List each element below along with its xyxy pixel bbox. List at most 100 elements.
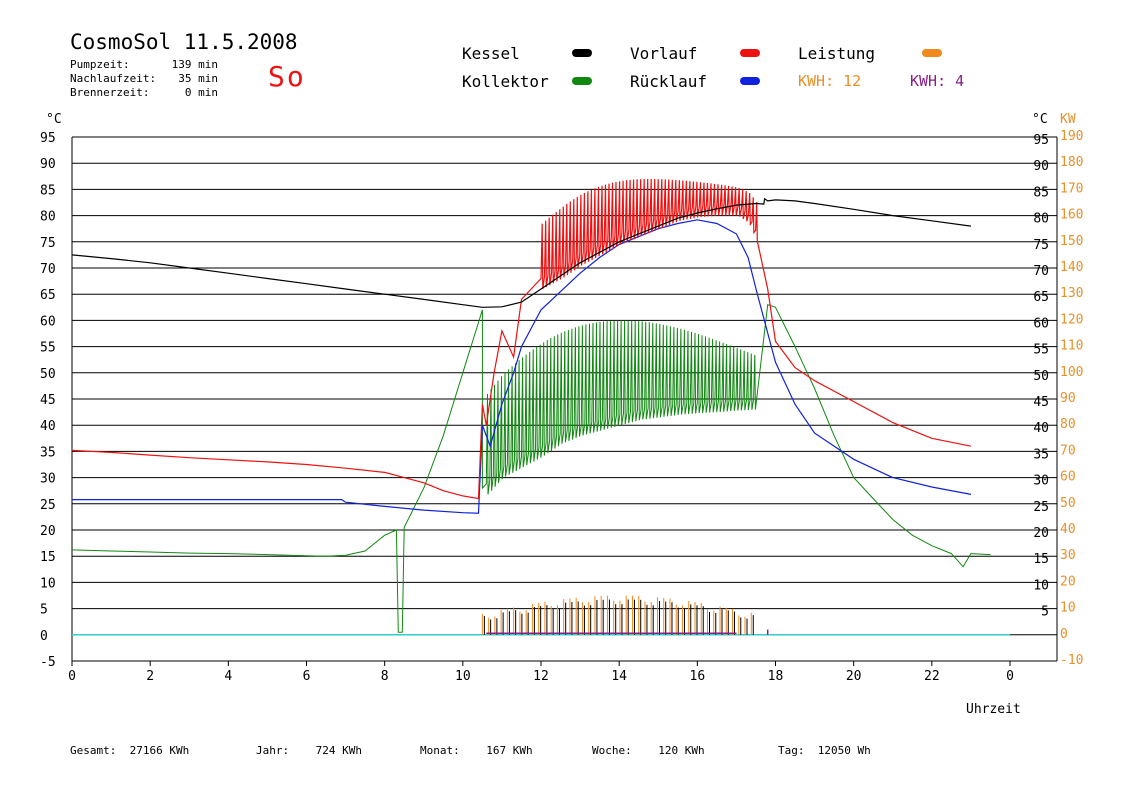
x-tick-label: 14 [611, 669, 627, 684]
y-tick-left: 10 [40, 576, 56, 591]
x-tick-label: 4 [224, 669, 232, 684]
y-tick-right-c: 45 [1033, 395, 1049, 410]
x-tick-label: 20 [846, 669, 862, 684]
series-kollektor [71, 304, 991, 633]
legend-kollektor-swatch [572, 77, 592, 85]
y-tick-right-kw: 140 [1060, 260, 1083, 275]
y-tick-right-c: 40 [1033, 421, 1049, 436]
y-tick-right-kw: -10 [1060, 653, 1083, 668]
x-tick-label: 0 [68, 669, 76, 684]
y-tick-left: 5 [40, 603, 48, 618]
y-tick-right-kw: 70 [1060, 443, 1076, 458]
footer-jahr: Jahr: 724 KWh [256, 744, 362, 757]
pumpzeit-value: 139 min [171, 58, 218, 71]
y-tick-right-c: 35 [1033, 447, 1049, 462]
y-tick-left: 75 [40, 236, 56, 251]
y-tick-left: 90 [40, 157, 56, 172]
y-tick-left: 65 [40, 288, 56, 303]
legend-kollektor-label: Kollektor [462, 72, 549, 91]
y-tick-right-c: 10 [1033, 578, 1049, 593]
legend-leistung-swatch [922, 49, 942, 57]
brennerzeit-label: Brennerzeit: [70, 86, 150, 99]
footer-monat: Monat: 167 KWh [420, 744, 533, 757]
legend-kessel-label: Kessel [462, 44, 520, 63]
right-axis-unit-kw: KW [1060, 112, 1076, 127]
legend-kessel-swatch [572, 49, 592, 57]
y-tick-right-c: 50 [1033, 369, 1049, 384]
x-axis-label: Uhrzeit [966, 702, 1021, 717]
x-tick-label: 2 [146, 669, 154, 684]
y-tick-right-kw: 190 [1060, 129, 1083, 144]
y-tick-left: 45 [40, 393, 56, 408]
y-tick-left: 50 [40, 367, 56, 382]
y-tick-right-kw: 40 [1060, 522, 1076, 537]
x-tick-label: 10 [455, 669, 471, 684]
y-tick-right-c: 65 [1033, 290, 1049, 305]
y-tick-left: 25 [40, 498, 56, 513]
legend-vorlauf-swatch [740, 49, 760, 57]
y-tick-right-kw: 50 [1060, 496, 1076, 511]
y-tick-right-c: 15 [1033, 552, 1049, 567]
pumpzeit-label: Pumpzeit: [70, 58, 130, 71]
y-tick-right-c: 85 [1033, 185, 1049, 200]
nachlaufzeit-value: 35 min [178, 72, 218, 85]
x-tick-label: 18 [768, 669, 784, 684]
footer-tag: Tag: 12050 Wh [778, 744, 871, 757]
y-tick-right-kw: 10 [1060, 601, 1076, 616]
y-tick-right-kw: 20 [1060, 574, 1076, 589]
y-tick-right-kw: 30 [1060, 548, 1076, 563]
y-tick-right-kw: 90 [1060, 391, 1076, 406]
y-tick-right-kw: 0 [1060, 627, 1068, 642]
y-tick-right-c: 20 [1033, 526, 1049, 541]
y-tick-right-c: 75 [1033, 238, 1049, 253]
y-tick-left: -5 [40, 655, 56, 670]
series-vorlauf [71, 178, 972, 500]
legend-leistung-label: Leistung [798, 44, 876, 63]
footer-woche: Woche: 120 KWh [592, 744, 705, 757]
y-tick-left: 70 [40, 262, 56, 277]
y-tick-right-c: 30 [1033, 474, 1049, 489]
y-tick-left: 80 [40, 210, 56, 225]
y-tick-right-kw: 120 [1060, 312, 1083, 327]
y-tick-right-kw: 150 [1060, 234, 1083, 249]
x-tick-label: 8 [381, 669, 389, 684]
y-tick-right-c: 70 [1033, 264, 1049, 279]
y-tick-right-kw: 110 [1060, 339, 1083, 354]
y-tick-right-kw: 180 [1060, 155, 1083, 170]
y-tick-left: 60 [40, 314, 56, 329]
series-kessel [71, 197, 971, 308]
weekday-label: So [268, 60, 306, 93]
x-tick-label: 6 [303, 669, 311, 684]
y-tick-right-c: 5 [1041, 605, 1049, 620]
y-tick-left: 40 [40, 419, 56, 434]
right-axis-unit-c: °C [1032, 112, 1048, 127]
left-axis-unit: °C [46, 112, 62, 127]
y-tick-left: 15 [40, 550, 56, 565]
y-tick-left: 20 [40, 524, 56, 539]
y-tick-right-kw: 170 [1060, 181, 1083, 196]
kwh-purple-label: KWH: 4 [910, 72, 965, 90]
y-tick-right-kw: 80 [1060, 417, 1076, 432]
kwh-orange-label: KWH: 12 [798, 72, 862, 90]
x-tick-label: 22 [924, 669, 940, 684]
legend-ruecklauf-label: Rücklauf [630, 72, 708, 91]
y-tick-right-c: 90 [1033, 159, 1049, 174]
y-tick-right-kw: 60 [1060, 470, 1076, 485]
y-tick-left: 55 [40, 341, 56, 356]
y-tick-left: 0 [40, 629, 48, 644]
footer-gesamt: Gesamt: 27166 KWh [70, 744, 190, 757]
y-tick-right-c: 25 [1033, 500, 1049, 515]
x-tick-label: 12 [533, 669, 549, 684]
y-tick-left: 35 [40, 445, 56, 460]
legend-vorlauf-label: Vorlauf [630, 44, 698, 63]
legend-ruecklauf-swatch [740, 77, 760, 85]
y-tick-right-c: 95 [1033, 133, 1049, 148]
nachlaufzeit-label: Nachlaufzeit: [70, 72, 157, 85]
y-tick-left: 95 [40, 131, 56, 146]
y-tick-right-kw: 100 [1060, 365, 1083, 380]
brennerzeit-value: 0 min [184, 86, 218, 99]
chart-title: CosmoSol 11.5.2008 [70, 30, 298, 54]
x-tick-label: 16 [690, 669, 706, 684]
y-tick-left: 30 [40, 472, 56, 487]
